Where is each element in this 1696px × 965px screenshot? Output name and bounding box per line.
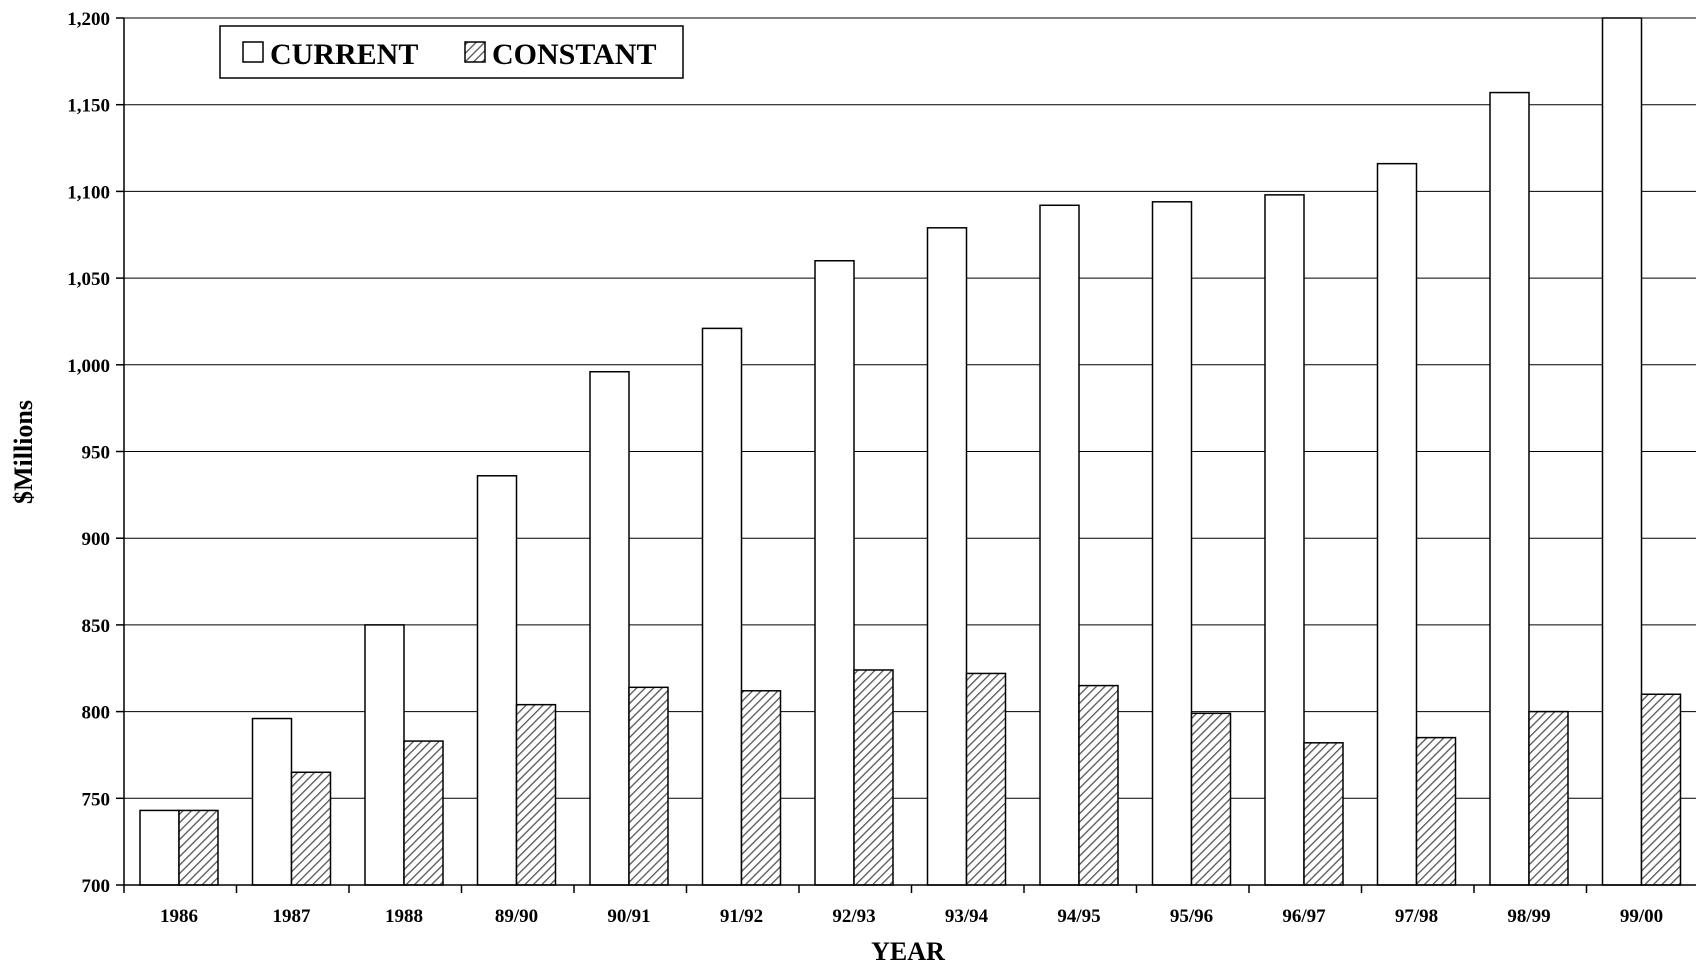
y-tick-label: 850 — [82, 616, 111, 637]
bar-current — [926, 227, 968, 886]
bar-current — [251, 717, 293, 886]
bar-constant — [1303, 742, 1344, 886]
y-tick-label: 950 — [82, 443, 111, 464]
bar-current — [589, 370, 630, 886]
bar-constant — [178, 809, 219, 886]
bars — [139, 17, 1682, 886]
legend-label-current: CURRENT — [270, 38, 418, 71]
x-tick-label: 95/96 — [1170, 906, 1213, 927]
bar-constant — [290, 771, 332, 886]
bar-constant — [1415, 736, 1457, 886]
x-tick-label: 1986 — [160, 906, 198, 927]
gridlines — [124, 17, 1696, 799]
bar-constant — [1528, 710, 1569, 886]
y-tick-label: 1,200 — [67, 9, 110, 30]
y-tick-label: 1,150 — [67, 96, 110, 117]
legend-box — [219, 25, 684, 79]
x-tick-label: 1987 — [273, 906, 312, 927]
y-tick-label: 1,050 — [67, 269, 110, 290]
bar-constant — [965, 672, 1007, 886]
x-tick-label: 96/97 — [1282, 906, 1326, 927]
axes — [116, 17, 1696, 893]
bar-constant — [1078, 684, 1119, 886]
y-tick-label: 800 — [82, 703, 111, 724]
y-tick-label: 700 — [82, 876, 111, 897]
bar-constant — [853, 669, 894, 886]
bar-constant — [740, 690, 782, 886]
bar-current — [1039, 204, 1080, 886]
bar-current — [1376, 162, 1418, 886]
y-axis-title: $Millions — [9, 400, 38, 504]
legend: CURRENT CONSTANT — [219, 25, 684, 79]
y-tick-label: 750 — [82, 789, 111, 810]
x-tick-labels: 1986 1987 1988 89/90 90/91 91/92 92/93 93/94 94/… — [160, 906, 1663, 927]
y-tick-label: 900 — [82, 529, 111, 550]
x-tick-label: 90/91 — [607, 906, 650, 927]
x-tick-label: 99/00 — [1620, 906, 1663, 927]
bar-current — [814, 260, 855, 886]
legend-swatch-current — [242, 41, 264, 63]
bar-constant — [1640, 693, 1682, 886]
bar-constant — [628, 686, 669, 886]
bar-current — [1151, 201, 1193, 886]
y-tick-label: 1,000 — [67, 356, 110, 377]
bar-constant — [515, 703, 557, 886]
x-tick-label: 1988 — [385, 906, 423, 927]
bar-constant — [403, 740, 444, 886]
x-tick-label: 98/99 — [1507, 906, 1550, 927]
y-tick-labels: 700 750 800 850 900 950 1,000 1,050 1,100 1,150 1,… — [67, 9, 110, 897]
bar-current — [1601, 17, 1643, 886]
x-tick-label: 89/90 — [495, 906, 538, 927]
x-tick-label: 92/93 — [832, 906, 875, 927]
legend-label-constant: CONSTANT — [492, 38, 656, 71]
x-tick-label: 91/92 — [720, 906, 763, 927]
bar-current — [1489, 91, 1530, 886]
bar-current — [364, 624, 405, 886]
bar-current — [139, 809, 180, 886]
x-tick-label: 97/98 — [1395, 906, 1438, 927]
x-tick-label: 93/94 — [945, 906, 989, 927]
bar-constant — [1190, 712, 1232, 886]
bar-current — [476, 475, 518, 886]
x-tick-label: 94/95 — [1057, 906, 1100, 927]
bar-current — [701, 327, 743, 886]
bar-current — [1264, 194, 1305, 886]
y-tick-label: 1,100 — [67, 182, 110, 203]
legend-swatch-constant — [464, 41, 486, 63]
x-axis-title: YEAR — [871, 937, 945, 965]
